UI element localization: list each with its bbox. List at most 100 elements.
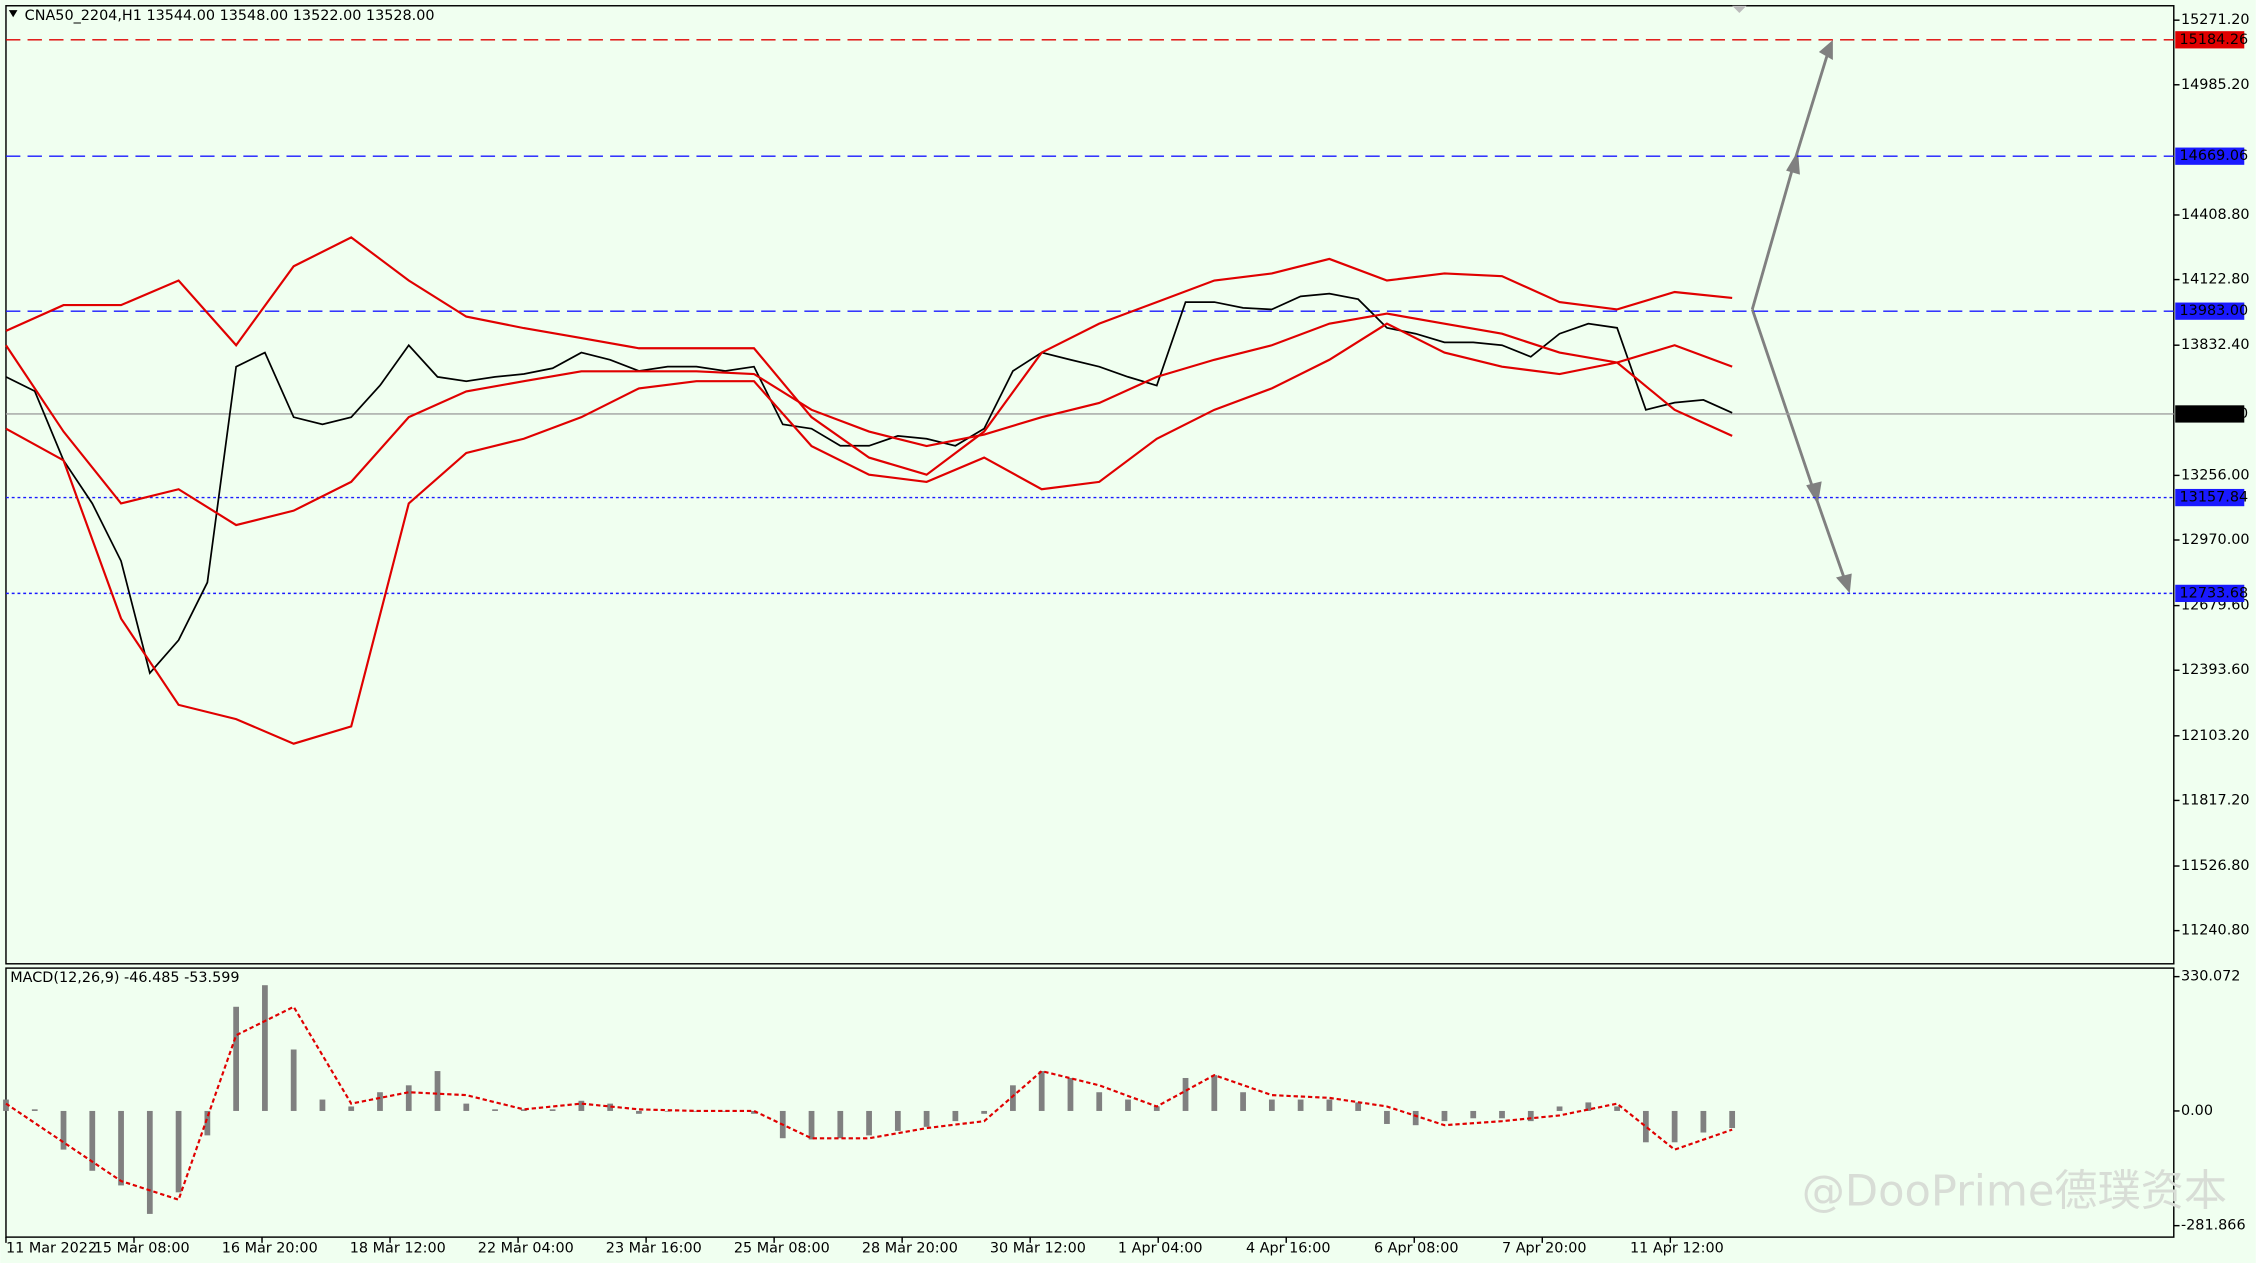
histogram-bar <box>636 1110 642 1114</box>
band-line <box>5 312 1733 527</box>
histogram-bar <box>463 1103 470 1111</box>
histogram-bar <box>1240 1092 1246 1111</box>
histogram-bar <box>722 1110 729 1112</box>
histogram-bar <box>31 1109 38 1111</box>
level-label: 14669.06 <box>2180 148 2249 164</box>
histogram-bar <box>204 1110 211 1136</box>
histogram-bar <box>1326 1099 1333 1111</box>
histogram-bar <box>290 1049 297 1111</box>
level-label: 13157.84 <box>2180 490 2249 506</box>
y-tick-label: 11817.20 <box>2181 792 2250 808</box>
x-tick-label: 11 Apr 12:00 <box>1630 1241 1724 1257</box>
histogram-bar <box>664 1110 671 1112</box>
x-tick-label: 28 Mar 20:00 <box>862 1241 958 1257</box>
histogram-bar <box>837 1110 844 1139</box>
histogram-bar <box>1700 1110 1707 1133</box>
histogram-bar <box>866 1110 872 1136</box>
y-tick-label: 13832.40 <box>2181 337 2250 353</box>
band-line <box>5 236 1733 476</box>
y-tick-label: 14408.80 <box>2181 207 2250 223</box>
histogram-bar <box>923 1110 930 1127</box>
level-label-bg <box>2175 488 2245 507</box>
chart-header: CNA50_2204,H1 13544.00 13548.00 13522.00… <box>25 8 435 24</box>
histogram-bar <box>1384 1110 1390 1124</box>
x-tick-label: 25 Mar 08:00 <box>734 1241 830 1257</box>
price-panel <box>5 5 2175 965</box>
x-tick-label: 30 Mar 12:00 <box>990 1241 1086 1257</box>
level-label: 12733.68 <box>2180 585 2249 601</box>
histogram-bar <box>1499 1110 1505 1119</box>
histogram-bar <box>1211 1075 1218 1111</box>
y-tick-label: 12393.60 <box>2181 662 2250 678</box>
histogram-bar <box>233 1006 240 1111</box>
x-tick-label: 6 Apr 08:00 <box>1374 1241 1459 1257</box>
histogram-bar <box>118 1110 124 1186</box>
histogram-bar <box>1067 1077 1074 1111</box>
histogram-bar <box>981 1110 988 1114</box>
y-tick-label: 12970.00 <box>2181 532 2250 548</box>
level-label: 13528.00 <box>2180 406 2249 422</box>
level-label-bg <box>2175 147 2245 165</box>
histogram-bar <box>60 1110 67 1150</box>
y-tick-label: 330.072 <box>2181 969 2240 985</box>
y-tick-label: 14985.20 <box>2181 77 2250 93</box>
histogram-bar <box>751 1110 757 1114</box>
histogram-bar <box>693 1110 700 1112</box>
histogram-bar <box>1268 1099 1275 1111</box>
x-tick-label: 7 Apr 20:00 <box>1502 1241 1587 1257</box>
histogram-bar <box>1470 1110 1477 1119</box>
y-tick-label: -281.866 <box>2181 1218 2246 1234</box>
menu-arrow[interactable] <box>8 10 18 18</box>
y-tick-label: 12103.20 <box>2181 728 2250 744</box>
y-tick-label: 13256.00 <box>2181 467 2250 483</box>
histogram-bar <box>405 1085 412 1111</box>
shift-marker <box>1732 5 1747 13</box>
x-tick-label: 23 Mar 16:00 <box>606 1241 702 1257</box>
histogram-bar <box>1642 1110 1649 1143</box>
histogram-bar <box>319 1099 326 1111</box>
histogram-bar <box>1412 1110 1419 1126</box>
y-tick-label: 11240.80 <box>2181 923 2250 939</box>
histogram-bar <box>377 1092 383 1111</box>
level-label-bg <box>2175 405 2245 423</box>
histogram-bar <box>1585 1102 1592 1111</box>
level-label-bg <box>2175 584 2245 603</box>
histogram-bar <box>520 1109 527 1111</box>
histogram-bar <box>549 1109 556 1111</box>
histogram-bar <box>1038 1071 1045 1111</box>
histogram-bar <box>952 1110 959 1122</box>
histogram-bar <box>1671 1110 1678 1143</box>
histogram-bar <box>1153 1106 1160 1111</box>
histogram-bar <box>1355 1102 1362 1111</box>
band-line <box>5 322 1733 745</box>
histogram-bar <box>348 1106 355 1111</box>
histogram-bar <box>1297 1099 1304 1111</box>
histogram-bar <box>578 1100 585 1111</box>
histogram-bar <box>1527 1110 1534 1122</box>
histogram-bar <box>1125 1099 1131 1111</box>
x-tick-label: 4 Apr 16:00 <box>1246 1241 1331 1257</box>
histogram-bar <box>1096 1092 1103 1111</box>
macd-title: MACD(12,26,9) -46.485 -53.599 <box>10 970 239 986</box>
watermark: @DooPrime德璞资本 <box>1802 1166 2227 1216</box>
histogram-bar <box>146 1110 153 1214</box>
y-tick-label: 15271.20 <box>2181 12 2250 28</box>
histogram-bar <box>3 1099 9 1111</box>
histogram-bar <box>175 1110 182 1193</box>
level-label-bg <box>2175 31 2245 49</box>
x-tick-label: 18 Mar 12:00 <box>350 1241 446 1257</box>
histogram-bar <box>808 1110 815 1140</box>
histogram-bar <box>262 985 268 1111</box>
y-tick-label: 11526.80 <box>2181 858 2250 874</box>
forecast-arrows <box>1750 40 1852 594</box>
histogram-bar <box>1729 1110 1736 1129</box>
histogram-bar <box>1441 1110 1448 1122</box>
level-label-bg <box>2175 302 2245 320</box>
level-label: 13983.00 <box>2180 303 2249 319</box>
y-tick-label: 14122.80 <box>2181 272 2250 288</box>
y-tick-label: 0.00 <box>2181 1103 2213 1119</box>
histogram-bar <box>434 1071 441 1111</box>
histogram-bar <box>1182 1077 1189 1111</box>
